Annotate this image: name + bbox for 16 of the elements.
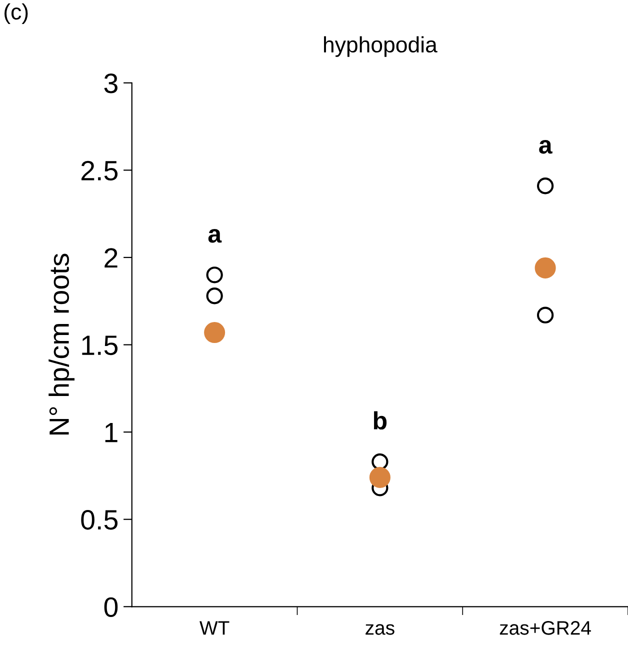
y-tick-label: 2.5 bbox=[81, 160, 118, 181]
y-tick-label: 1.5 bbox=[82, 336, 118, 356]
y-axis-title: N° hp/cm roots bbox=[48, 254, 75, 434]
x-tick-label: zas bbox=[366, 624, 394, 635]
chart-title: hyphopodia bbox=[324, 36, 438, 57]
y-tick-label: 0 bbox=[104, 597, 118, 617]
annotation: a bbox=[539, 140, 552, 154]
text: (c) bbox=[4, 3, 28, 24]
annotation: b bbox=[374, 411, 387, 430]
y-tick-label: 0.5 bbox=[81, 510, 118, 530]
x-tick-label: WT bbox=[200, 621, 230, 635]
y-tick-label: 1 bbox=[105, 423, 118, 442]
y-tick-label: 3 bbox=[104, 74, 118, 94]
annotation: a bbox=[208, 229, 222, 243]
y-tick-label: 2 bbox=[104, 248, 118, 268]
x-tick-label: zas+GR24 bbox=[500, 621, 591, 635]
